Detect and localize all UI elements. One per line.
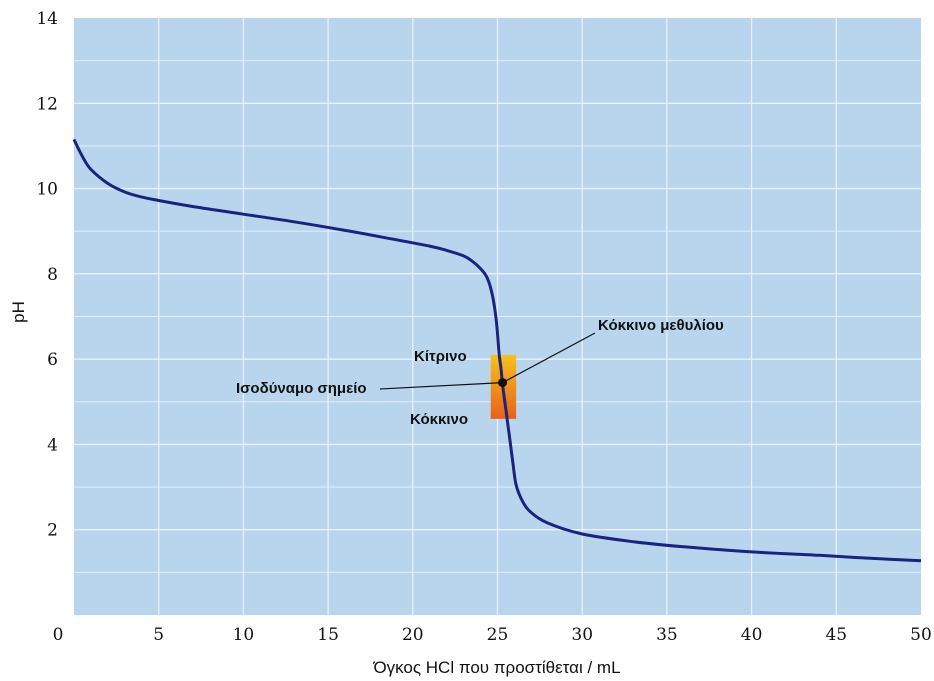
indicator-name-label: Κόκκινο μεθυλίου (598, 317, 724, 334)
y-axis-label: pH (9, 301, 28, 323)
x-tick-label: 40 (741, 625, 763, 645)
x-tick-label: 20 (402, 625, 424, 645)
x-tick-label: 35 (656, 625, 678, 645)
x-tick-label: 50 (910, 625, 932, 645)
equivalence-point-marker (498, 378, 508, 388)
top-color-label: Κίτρινο (414, 348, 467, 365)
x-axis-label: Όγκος HCl που προστίθεται / mL (372, 658, 620, 677)
x-tick-label: 5 (153, 625, 164, 645)
y-tick-label: 10 (36, 180, 58, 200)
y-tick-label: 6 (47, 350, 58, 370)
y-tick-label: 8 (47, 265, 58, 285)
x-tick-label: 30 (571, 625, 593, 645)
titration-curve (72, 138, 922, 563)
x-tick-label: 45 (825, 625, 847, 645)
x-tick-label: 15 (317, 625, 339, 645)
x-tick-label: 25 (487, 625, 509, 645)
x-tick-label: 10 (233, 625, 255, 645)
equivalence-point-label: Ισοδύναμο σημείο (236, 380, 367, 397)
y-tick-label: 12 (36, 94, 58, 114)
y-tick-label: 4 (47, 435, 58, 455)
bottom-color-label: Κόκκινο (410, 411, 468, 428)
x-tick-label: 0 (53, 625, 64, 645)
tick-labels: 0 5 10 15 20 25 30 35 40 45 50 2 4 6 8 10 12 14 (36, 9, 931, 645)
y-tick-label: 14 (36, 9, 58, 29)
equivalence-leader-line (379, 381, 503, 390)
y-tick-label: 2 (47, 521, 58, 541)
indicator-leader-line (502, 332, 596, 384)
